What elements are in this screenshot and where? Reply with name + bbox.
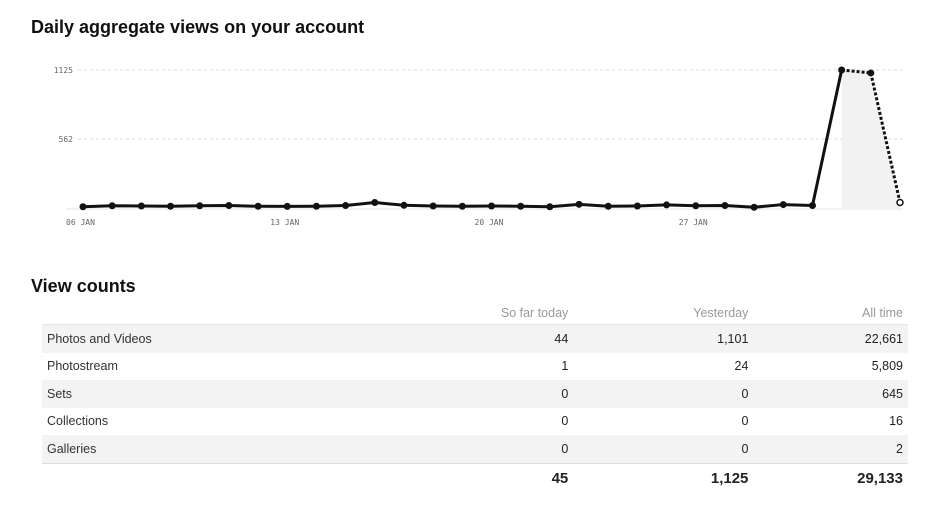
data-point	[575, 200, 583, 208]
today-value: 0	[359, 380, 574, 408]
table-row: Collections 0 0 16	[42, 408, 908, 436]
data-point	[342, 202, 350, 210]
yesterday-value: 0	[741, 414, 749, 429]
data-point	[633, 202, 641, 210]
data-point	[371, 198, 379, 206]
projected-line	[869, 72, 902, 203]
data-point	[808, 202, 816, 210]
yesterday-value: 1,101	[573, 324, 754, 353]
total-today: 45	[359, 462, 574, 494]
today-value: 0	[561, 414, 569, 429]
x-tick-label: 27 JAN	[679, 218, 708, 227]
data-point	[750, 203, 758, 211]
data-point	[604, 202, 612, 210]
data-point	[663, 201, 671, 209]
data-point-today	[896, 198, 904, 207]
data-point	[312, 202, 320, 210]
data-point	[429, 202, 437, 210]
yesterday-value: 0	[573, 435, 754, 463]
header-all-time: All time	[753, 302, 908, 325]
row-label: Photos and Videos	[42, 324, 360, 353]
chart-title: Daily aggregate views on your account	[31, 17, 365, 37]
data-point	[458, 202, 466, 210]
data-point	[546, 203, 554, 211]
today-value: 1	[561, 359, 569, 374]
data-point	[254, 202, 262, 210]
data-point	[196, 202, 204, 210]
today-value: 0	[359, 435, 574, 463]
data-point	[79, 203, 87, 211]
total-yesterday: 1,125	[573, 462, 754, 494]
data-point	[137, 202, 145, 210]
data-point	[283, 202, 291, 210]
data-point	[167, 202, 175, 210]
all-time-value: 5,809	[871, 359, 903, 374]
all-time-value: 2	[753, 435, 908, 463]
views-line-chart: 562 1125 06 JAN 13 JAN 20 JAN 27 JAN	[54, 66, 904, 227]
all-time-value: 22,661	[753, 324, 908, 353]
data-point	[692, 202, 700, 210]
table-row: Photos and Videos 44 1,101 22,661	[42, 324, 908, 353]
table-header-row: So far today Yesterday All time	[42, 302, 908, 325]
data-point	[225, 202, 233, 210]
data-point	[721, 202, 729, 210]
data-point	[838, 66, 846, 74]
x-tick-label: 06 JAN	[66, 218, 95, 227]
data-point	[400, 201, 408, 209]
x-tick-label: 13 JAN	[270, 218, 299, 227]
totals-row: 45 1,125 29,133	[42, 462, 908, 494]
header-so-far-today: So far today	[359, 302, 574, 325]
row-label: Galleries	[42, 435, 360, 463]
data-point	[517, 202, 525, 210]
data-point	[867, 69, 875, 77]
projected-area	[841, 70, 900, 208]
x-tick-label: 20 JAN	[475, 218, 504, 227]
totals-label	[42, 462, 360, 494]
view-counts-table: So far today Yesterday All time Photos a…	[42, 302, 908, 494]
today-value: 44	[359, 324, 574, 353]
yesterday-value: 24	[734, 359, 749, 374]
row-label: Sets	[42, 380, 360, 408]
yesterday-value: 0	[573, 380, 754, 408]
row-label: Photostream	[47, 359, 118, 374]
view-counts-title: View counts	[31, 276, 136, 296]
table-row: Galleries 0 0 2	[42, 435, 908, 463]
header-label	[42, 302, 360, 325]
all-time-value: 16	[889, 414, 903, 429]
y-tick-label: 1125	[54, 66, 73, 75]
data-point	[779, 201, 787, 209]
y-tick-label: 562	[59, 135, 74, 144]
total-all-time: 29,133	[753, 462, 908, 494]
data-point	[108, 202, 116, 210]
all-time-value: 645	[753, 380, 908, 408]
data-point	[488, 202, 495, 210]
table-row: Photostream 1 24 5,809	[42, 353, 908, 381]
header-yesterday: Yesterday	[573, 302, 754, 325]
table-row: Sets 0 0 645	[42, 380, 908, 408]
row-label: Collections	[47, 414, 109, 429]
